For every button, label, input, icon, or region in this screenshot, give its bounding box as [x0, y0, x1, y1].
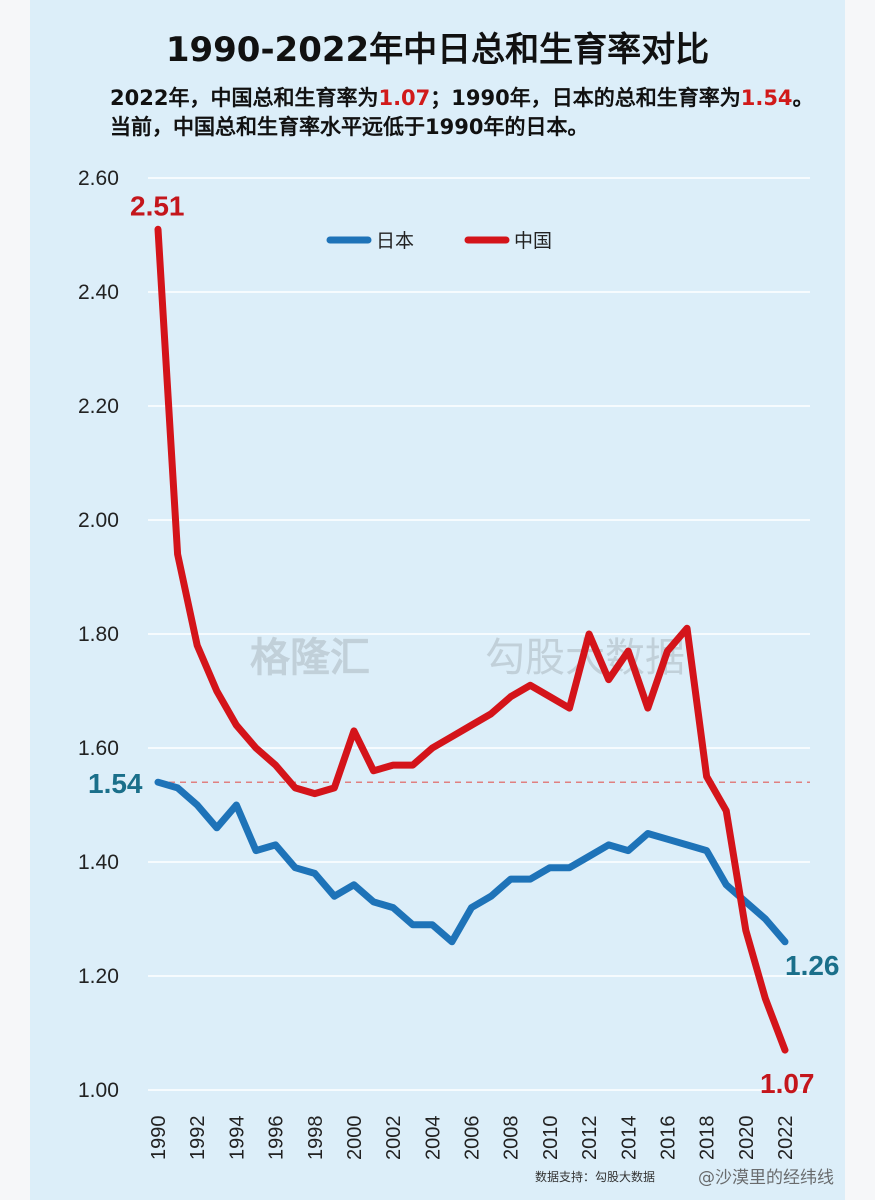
subtitle-text-3: 。当前，中国总和生育率水平远低于1990年的日本。	[110, 86, 814, 139]
x-tick-label: 2006	[462, 1116, 484, 1161]
y-tick-label: 1.00	[78, 1079, 119, 1102]
subtitle-text-1: 2022年，中国总和生育率为	[110, 86, 379, 110]
x-tick-label: 1994	[226, 1116, 248, 1161]
y-tick-label: 2.60	[78, 167, 119, 190]
y-tick-label: 2.40	[78, 281, 119, 304]
series-line	[154, 778, 789, 946]
line-chart: 1.00 1.20 1.40 1.60 1.80 2.00 2.20 2.40 2.60 1990…	[78, 167, 840, 1161]
subtitle-text-2: ；1990年，日本的总和生育率为	[430, 86, 741, 110]
legend-label: 日本	[376, 230, 414, 252]
x-tick-label: 2016	[657, 1116, 679, 1161]
x-tick-label: 1990	[148, 1116, 170, 1161]
x-tick-label: 1996	[266, 1116, 288, 1161]
data-source: 数据支持：勾股大数据	[535, 1170, 656, 1184]
y-tick-label: 2.00	[78, 509, 119, 532]
subtitle-china-value: 1.07	[378, 86, 431, 110]
y-tick-label: 2.20	[78, 395, 119, 418]
x-tick-label: 2002	[383, 1116, 405, 1161]
x-tick-label: 2020	[736, 1116, 758, 1161]
data-label: 1.26	[785, 950, 840, 981]
y-tick-label: 1.20	[78, 965, 119, 988]
x-tick-label: 2000	[344, 1116, 366, 1161]
x-tick-label: 2018	[697, 1116, 719, 1161]
x-tick-label: 2022	[775, 1116, 797, 1161]
x-tick-label: 2014	[618, 1116, 640, 1161]
y-tick-label: 1.40	[78, 851, 119, 874]
x-tick-label: 2008	[501, 1116, 523, 1161]
weibo-watermark: @沙漠里的经纬线	[698, 1168, 834, 1188]
x-tick-label: 2012	[579, 1116, 601, 1161]
y-tick-label: 1.60	[78, 737, 119, 760]
x-tick-label: 2010	[540, 1116, 562, 1161]
subtitle-japan-value: 1.54	[740, 86, 793, 110]
data-label: 2.51	[130, 190, 185, 221]
data-label: 1.54	[88, 768, 143, 799]
x-tick-label: 2004	[422, 1116, 444, 1161]
chart-card: 1990-2022年中日总和生育率对比 2022年，中国总和生育率为1.07；1…	[30, 0, 845, 1200]
data-label: 1.07	[760, 1068, 815, 1099]
chart-title: 1990-2022年中日总和生育率对比	[165, 30, 710, 70]
series-line	[154, 225, 789, 1054]
x-tick-label: 1998	[305, 1116, 327, 1161]
watermark-logo: 格隆汇	[250, 635, 370, 681]
y-tick-label: 1.80	[78, 623, 119, 646]
chart-subtitle: 2022年，中国总和生育率为1.07；1990年，日本的总和生育率为1.54。当…	[110, 84, 830, 142]
x-tick-label: 1992	[187, 1116, 209, 1161]
legend-label: 中国	[514, 230, 552, 252]
